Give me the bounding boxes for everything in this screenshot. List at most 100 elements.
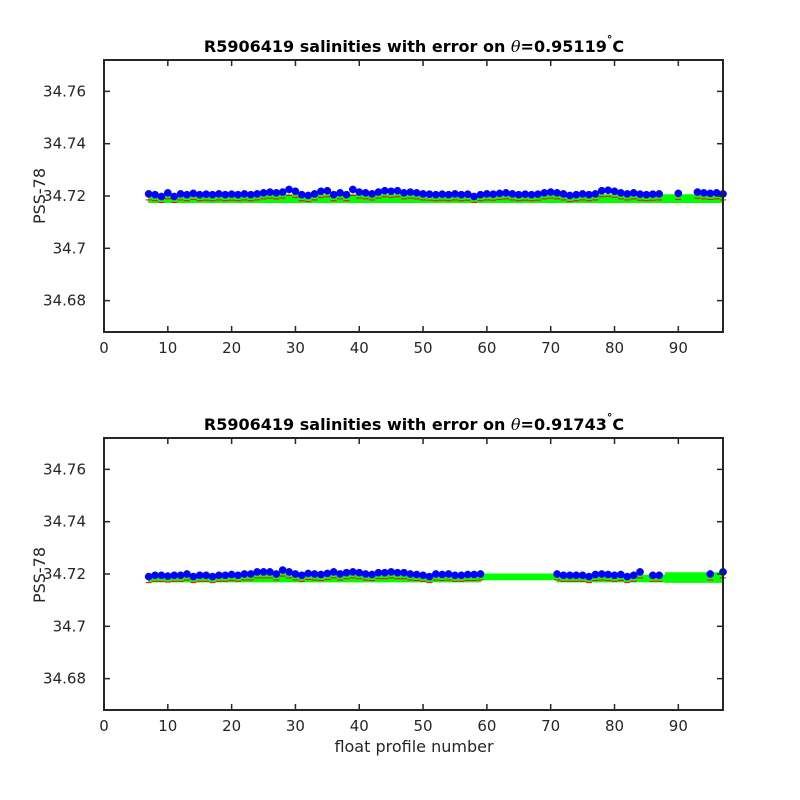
x-tick-label: 0 — [99, 339, 109, 357]
data-point — [163, 189, 172, 197]
data-point — [495, 189, 504, 198]
y-tick-label: 34.68 — [43, 292, 86, 310]
data-point — [470, 192, 478, 201]
data-point — [336, 189, 344, 197]
x-tick-label: 80 — [605, 717, 624, 735]
data-point — [629, 189, 638, 197]
x-tick-label: 60 — [477, 717, 496, 735]
data-point — [297, 190, 306, 199]
data-point — [368, 190, 376, 198]
data-point — [144, 572, 153, 581]
data-point — [623, 572, 632, 581]
data-point — [380, 568, 389, 577]
data-point — [553, 570, 561, 578]
data-point — [163, 572, 172, 580]
y-tick-label: 34.68 — [43, 670, 86, 688]
error-band-segment — [480, 573, 558, 581]
x-tick-label: 40 — [350, 717, 369, 735]
data-point — [597, 570, 606, 578]
data-point — [521, 190, 530, 199]
data-point — [636, 568, 644, 576]
data-point — [451, 571, 459, 580]
data-point — [310, 570, 319, 578]
data-point — [336, 570, 344, 578]
data-point — [604, 186, 612, 195]
data-point — [157, 571, 166, 580]
panel-1: R5906419 salinities with error on θ=0.95… — [30, 33, 727, 357]
data-point — [431, 570, 440, 578]
data-point — [266, 188, 274, 196]
data-point — [272, 570, 281, 578]
y-tick-label: 34.7 — [53, 239, 86, 257]
data-point — [310, 190, 319, 198]
data-point — [431, 190, 440, 199]
data-point — [457, 571, 466, 580]
data-point — [444, 190, 453, 199]
data-point — [380, 186, 389, 195]
data-point — [183, 570, 191, 578]
data-point — [151, 571, 159, 580]
x-tick-label: 90 — [669, 717, 688, 735]
y-tick-label: 34.76 — [43, 82, 86, 100]
error-band-segment — [665, 572, 724, 583]
data-point — [361, 189, 370, 197]
data-point — [444, 570, 453, 578]
data-point — [425, 190, 434, 199]
data-point — [285, 185, 293, 194]
data-point — [591, 190, 600, 198]
data-point — [387, 568, 396, 576]
data-point — [246, 190, 255, 199]
data-point — [400, 189, 408, 197]
data-point — [610, 187, 619, 196]
data-point — [502, 189, 510, 197]
data-point — [240, 190, 249, 198]
x-tick-label: 60 — [477, 339, 496, 357]
data-point — [349, 568, 357, 576]
data-point — [425, 572, 434, 581]
data-point — [361, 570, 370, 578]
data-point — [508, 190, 517, 198]
y-tick-label: 34.72 — [43, 565, 86, 583]
data-point — [227, 570, 236, 579]
data-point — [278, 188, 287, 196]
data-point — [451, 190, 459, 198]
data-point — [227, 190, 236, 199]
data-point — [610, 571, 619, 580]
data-point — [272, 189, 281, 197]
data-point — [693, 188, 702, 196]
data-point — [221, 571, 230, 580]
data-point — [648, 190, 657, 199]
data-point — [368, 570, 376, 579]
data-point — [323, 569, 332, 578]
data-point — [253, 568, 262, 576]
x-tick-label: 30 — [286, 717, 305, 735]
x-tick-label: 20 — [222, 339, 241, 357]
data-point — [304, 569, 313, 578]
y-tick-label: 34.7 — [53, 617, 86, 635]
panel-1-axes-box — [103, 59, 724, 333]
panel-2-data-points — [144, 566, 727, 581]
data-point — [585, 190, 593, 199]
data-point — [176, 190, 185, 198]
data-point — [400, 568, 408, 577]
y-tick-label: 34.76 — [43, 460, 86, 478]
data-point — [438, 570, 447, 579]
data-point — [170, 571, 179, 580]
x-tick-label: 40 — [350, 339, 369, 357]
data-point — [374, 188, 383, 196]
data-point — [476, 190, 485, 199]
data-point — [317, 187, 325, 196]
x-tick-label: 30 — [286, 339, 305, 357]
data-point — [259, 189, 268, 197]
data-point — [559, 571, 568, 580]
data-point — [266, 568, 274, 576]
data-point — [655, 190, 664, 198]
data-point — [591, 570, 600, 579]
data-point — [489, 190, 498, 199]
y-tick-label: 34.74 — [43, 513, 86, 531]
data-point — [393, 186, 402, 195]
data-point — [617, 189, 625, 197]
x-tick-label: 20 — [222, 717, 241, 735]
data-point — [208, 190, 217, 199]
data-point — [208, 572, 217, 581]
